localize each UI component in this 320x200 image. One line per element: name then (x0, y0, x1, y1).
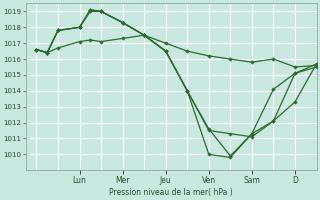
X-axis label: Pression niveau de la mer( hPa ): Pression niveau de la mer( hPa ) (109, 188, 233, 197)
